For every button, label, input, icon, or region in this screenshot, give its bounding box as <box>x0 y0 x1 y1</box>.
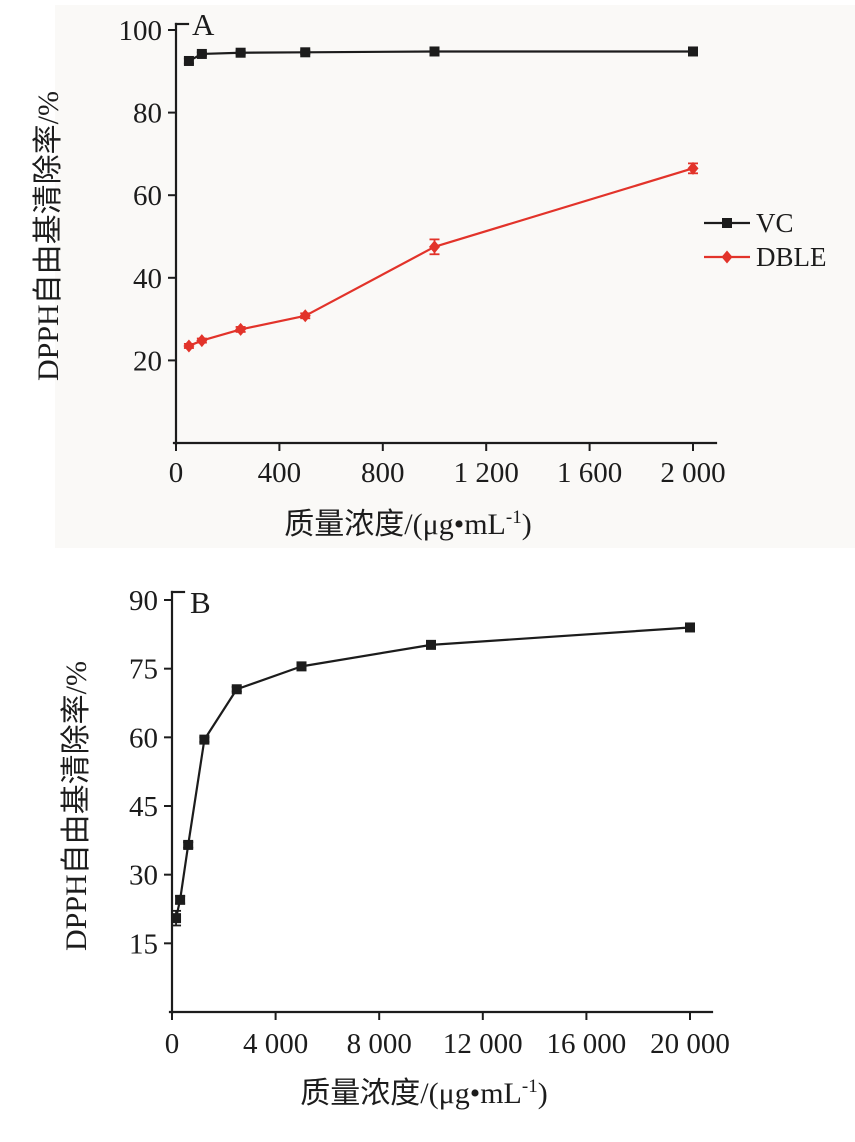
series-VC-marker <box>196 48 207 59</box>
series-DBLE-marker <box>175 894 186 905</box>
x-tick-label: 400 <box>258 457 302 489</box>
series-DBLE-marker <box>196 334 208 348</box>
series-DBLE-marker <box>299 309 311 323</box>
series-DBLE-marker <box>231 684 242 695</box>
x-tick-label: 8 000 <box>347 1028 412 1060</box>
x-tick-label: 4 000 <box>243 1028 308 1060</box>
series-VC-marker <box>235 47 246 58</box>
y-axis-label: DPPH自由基清除率/% <box>60 661 93 951</box>
y-tick-label: 45 <box>129 791 158 823</box>
y-tick-label: 60 <box>129 722 158 754</box>
y-tick-label: 20 <box>133 345 162 377</box>
x-tick-label: 1 200 <box>454 457 519 489</box>
series-VC-marker <box>429 46 440 57</box>
panel-background <box>55 5 855 548</box>
legend-marker <box>722 218 732 228</box>
series-DBLE-marker <box>183 839 194 850</box>
series-VC-marker <box>300 47 311 58</box>
y-tick-label: 100 <box>119 15 163 47</box>
x-tick-label: 12 000 <box>443 1028 523 1060</box>
chart-B: 0 4 000 8 000 12 000 16 000 20 000 15 30 45 60 75 9… <box>60 585 730 1110</box>
panel-label: B <box>190 585 211 620</box>
series-DBLE-marker <box>171 913 182 924</box>
legend-label: VC <box>756 208 794 238</box>
series-DBLE-marker <box>235 322 247 336</box>
y-tick-label: 30 <box>129 860 158 892</box>
series-DBLE-marker <box>183 339 195 353</box>
x-tick-label: 0 <box>169 457 184 489</box>
legend-marker <box>721 250 733 264</box>
x-tick-label: 1 600 <box>557 457 622 489</box>
series-DBLE-marker <box>426 639 436 650</box>
x-tick-label: 0 <box>165 1028 180 1060</box>
series-DBLE-marker <box>296 661 307 672</box>
chart-A: 0 400 800 1 200 1 600 2 000 20 40 60 80 100 质量浓度/(μ… <box>32 5 855 548</box>
legend-item-DBLE: DBLE <box>704 242 827 272</box>
series-DBLE-marker <box>429 240 440 254</box>
x-axis-label: 质量浓度/(μg•mL-1) <box>284 507 531 541</box>
x-tick-label: 800 <box>361 457 405 489</box>
x-axis-label: 质量浓度/(μg•mL-1) <box>300 1076 547 1110</box>
y-tick-label: 80 <box>133 98 162 130</box>
x-tick-label: 2 000 <box>660 457 725 489</box>
series-DBLE-marker <box>685 622 695 633</box>
series-VC-marker <box>183 55 194 66</box>
x-tick-label: 16 000 <box>547 1028 627 1060</box>
legend-item-VC: VC <box>704 208 794 238</box>
legend-label: DBLE <box>756 242 827 272</box>
y-tick-label: 40 <box>133 263 162 295</box>
series-DBLE-marker <box>199 734 210 745</box>
y-tick-label: 90 <box>129 585 158 617</box>
series-VC-marker <box>688 46 698 57</box>
panel-label: A <box>192 7 215 42</box>
y-tick-label: 75 <box>129 654 158 686</box>
y-axis-label: DPPH自由基清除率/% <box>32 91 65 381</box>
series-DBLE-line <box>174 626 691 919</box>
x-tick-label: 20 000 <box>650 1028 730 1060</box>
series-DBLE-marker <box>687 161 699 175</box>
y-tick-label: 15 <box>129 928 158 960</box>
y-tick-label: 60 <box>133 180 162 212</box>
